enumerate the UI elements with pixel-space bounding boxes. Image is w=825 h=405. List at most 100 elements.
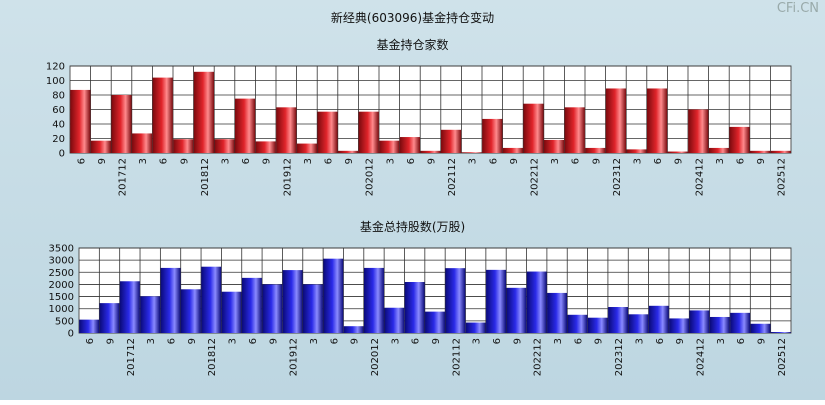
bar: [608, 307, 629, 333]
x-tick-label: 9: [97, 158, 108, 164]
bar: [441, 129, 462, 153]
bar: [730, 312, 751, 333]
x-tick-label: 6: [159, 158, 170, 164]
y-tick-label: 80: [52, 91, 65, 102]
x-tick-label: 6: [241, 158, 252, 164]
bar: [667, 151, 688, 153]
bar: [729, 126, 750, 153]
y-tick-label: 3500: [49, 244, 74, 255]
y-tick-label: 1000: [49, 304, 74, 315]
bar: [648, 305, 669, 333]
bar: [502, 147, 523, 153]
x-tick-label: 3: [221, 158, 232, 164]
y-tick-label: 0: [68, 329, 74, 340]
x-tick-label: 201712: [126, 338, 137, 376]
bar: [132, 133, 153, 153]
x-tick-label: 3: [303, 158, 314, 164]
bar: [296, 143, 317, 153]
x-tick-label: 9: [427, 158, 438, 164]
fund-count-chart: 0 20 40 60 80 100 120 6 9 201712 3 6 9 201812 3 6 9 20191…: [46, 62, 792, 196]
x-tick-label: 3: [715, 158, 726, 164]
x-tick-label: 6: [406, 158, 417, 164]
bar: [379, 140, 400, 153]
x-tick-label: 9: [512, 338, 523, 344]
bar: [669, 318, 690, 333]
bar: [193, 71, 214, 153]
bar: [317, 111, 338, 153]
y-tick-label: 120: [46, 62, 65, 73]
bar: [523, 103, 544, 153]
x-tick-label: 6: [167, 338, 178, 344]
chart2-title: 基金总持股数(万股): [359, 220, 466, 234]
x-tick-label: 201912: [282, 158, 293, 196]
bar: [709, 316, 730, 333]
x-tick-label: 9: [179, 158, 190, 164]
x-tick-label: 6: [736, 158, 747, 164]
x-tick-label: 9: [674, 158, 685, 164]
x-tick-label: 3: [634, 338, 645, 344]
bar: [770, 332, 791, 333]
bar: [750, 323, 771, 333]
x-tick-label: 202512: [777, 158, 788, 196]
x-tick-label: 202412: [695, 338, 706, 376]
x-tick-label: 201812: [200, 158, 211, 196]
x-tick-label: 9: [591, 158, 602, 164]
x-tick-label: 202112: [451, 338, 462, 376]
bar: [152, 77, 173, 153]
bar: [547, 292, 568, 333]
y-tick-label: 2000: [49, 280, 74, 291]
y-tick-label: 1500: [49, 292, 74, 303]
x-tick-label: 9: [344, 158, 355, 164]
x-tick-label: 6: [655, 338, 666, 344]
page-title: 新经典(603096)基金持仓变动: [330, 11, 495, 25]
bar: [119, 281, 140, 333]
bar: [465, 322, 486, 333]
bar: [221, 291, 242, 333]
chart1-title: 基金持仓家数: [376, 38, 449, 52]
bar: [276, 107, 297, 153]
bar: [506, 287, 527, 333]
y-tick-label: 100: [46, 76, 65, 87]
x-tick-label: 3: [633, 158, 644, 164]
bar: [160, 267, 181, 333]
bar: [544, 139, 565, 153]
y-tick-label: 2500: [49, 268, 74, 279]
x-tick-label: 202012: [370, 338, 381, 376]
x-tick-label: 6: [488, 158, 499, 164]
bar: [647, 88, 668, 153]
x-tick-label: 6: [492, 338, 503, 344]
bar: [241, 277, 262, 333]
bar: [399, 137, 420, 153]
x-tick-label: 6: [653, 158, 664, 164]
x-tick-label: 9: [187, 338, 198, 344]
x-tick-label: 6: [329, 338, 340, 344]
x-tick-label: 6: [411, 338, 422, 344]
x-tick-label: 202112: [447, 158, 458, 196]
x-tick-label: 3: [146, 338, 157, 344]
bar: [70, 89, 91, 153]
bar: [626, 149, 647, 153]
bar: [567, 314, 588, 333]
bar: [214, 139, 235, 153]
x-tick-label: 201712: [118, 158, 129, 196]
x-tick-label: 3: [385, 158, 396, 164]
x-tick-label: 202212: [533, 338, 544, 376]
x-tick-label: 202312: [612, 158, 623, 196]
x-tick-label: 3: [550, 158, 561, 164]
bar: [689, 310, 710, 333]
bar: [79, 319, 100, 333]
x-tick-label: 3: [716, 338, 727, 344]
x-tick-label: 6: [573, 338, 584, 344]
x-tick-label: 3: [468, 158, 479, 164]
bar: [201, 266, 222, 333]
bar: [140, 296, 161, 333]
bar: [770, 150, 791, 153]
x-tick-label: 3: [390, 338, 401, 344]
x-tick-label: 9: [756, 338, 767, 344]
x-tick-label: 6: [736, 338, 747, 344]
x-tick-label: 3: [228, 338, 239, 344]
bar: [425, 311, 445, 333]
bar: [282, 270, 303, 333]
bar: [585, 147, 606, 153]
